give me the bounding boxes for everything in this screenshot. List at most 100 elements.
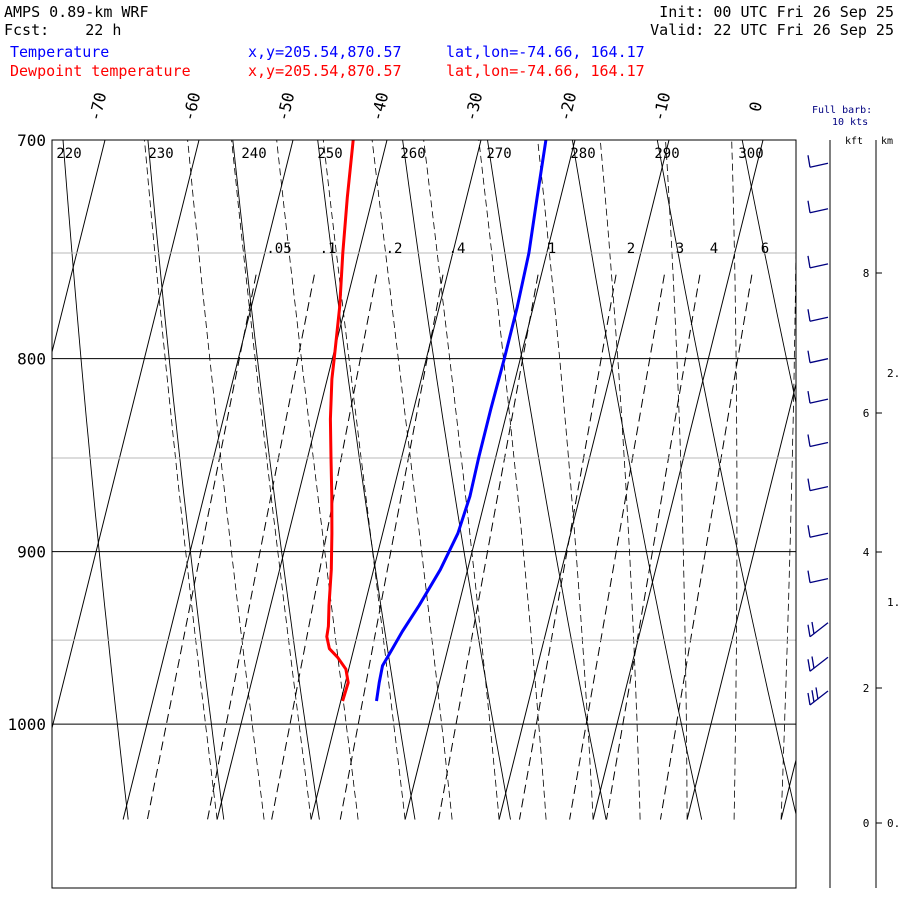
- barb-staff: [809, 398, 829, 404]
- mixing-ratio-line: [518, 274, 617, 820]
- theta-label: 240: [241, 146, 266, 162]
- moist-adiabat: [187, 140, 265, 820]
- init-time: Init: 00 UTC Fri 26 Sep 25: [659, 3, 894, 21]
- temperature-tick-label: -50: [273, 90, 298, 123]
- dry-adiabat: [0, 116, 33, 819]
- barb-staff: [809, 162, 829, 168]
- barb-flag: [807, 155, 811, 168]
- moist-adiabat: [599, 140, 641, 820]
- mixing-ratio-label: .2: [386, 241, 403, 257]
- temperature-tick-label: -60: [179, 90, 204, 123]
- km-label: km: [881, 136, 893, 147]
- temperature-tick-label: -40: [367, 90, 392, 123]
- km-tick-label: 2.: [887, 367, 900, 380]
- legend-dewpoint-latlon: lat,lon=-74.66, 164.17: [446, 62, 645, 80]
- moist-adiabat: [780, 208, 796, 820]
- mixing-ratio-line: [207, 274, 315, 820]
- wind-barb: [807, 525, 829, 538]
- temperature-tick-label: 0: [745, 100, 766, 114]
- dry-adiabat: [62, 140, 129, 820]
- legend-dewpoint-xy: x,y=205.54,870.57: [248, 62, 402, 80]
- mixing-ratio-label: .05: [266, 241, 291, 257]
- barb-staff: [809, 622, 829, 638]
- model-title: AMPS 0.89-km WRF: [4, 3, 149, 21]
- wind-barb: [807, 478, 829, 492]
- mixing-ratio-label: 1: [548, 241, 556, 257]
- mixing-ratio-line: [271, 274, 378, 820]
- moist-adiabat: [231, 140, 312, 820]
- barb-flag: [807, 478, 811, 491]
- barb-legend-line2: 10 kts: [832, 117, 868, 128]
- profiles: [325, 140, 548, 702]
- temperature-tick-label: -30: [461, 90, 486, 123]
- moist-adiabat: [322, 140, 406, 820]
- dry-adiabat: [822, 116, 900, 819]
- mixing-ratio-label: 4: [710, 241, 718, 257]
- barb-legend-line1: Full barb:: [812, 105, 872, 116]
- mixing-ratio-line: [438, 274, 539, 820]
- dewpoint-profile: [325, 140, 355, 702]
- barb-staff: [809, 656, 829, 672]
- moist-adiabat: [371, 140, 453, 820]
- wind-barb: [807, 434, 829, 448]
- background-labels: 220 230 240 250 260 270 280 290 300 .05 .1 .2 .4 1 2 3 4…: [56, 146, 769, 257]
- kft-tick-label: 4: [863, 546, 870, 559]
- kft-tick-label: 6: [863, 407, 870, 420]
- background-lines: [0, 116, 900, 820]
- temperature-tick-label: -10: [649, 90, 674, 123]
- wind-barb: [807, 309, 829, 322]
- barb-staff: [809, 578, 829, 584]
- theta-label: 280: [570, 146, 595, 162]
- barb-flag: [807, 659, 811, 672]
- mixing-ratio-label: .4: [449, 241, 466, 257]
- isotherm: [498, 140, 670, 820]
- plot-frame: [51, 139, 797, 889]
- barb-flag: [807, 350, 811, 363]
- theta-label: 290: [654, 146, 679, 162]
- valid-time: Valid: 22 UTC Fri 26 Sep 25: [650, 21, 894, 39]
- barb-staff: [809, 263, 829, 269]
- barb-staff: [809, 532, 829, 538]
- temperature-tick-label: -70: [85, 90, 110, 123]
- wind-barb: [807, 391, 829, 404]
- wind-barb: [807, 255, 829, 269]
- theta-label: 300: [738, 146, 763, 162]
- kft-tick-label: 2: [863, 682, 870, 695]
- mixing-ratio-label: 2: [627, 241, 635, 257]
- axis-labels: 700 800 900 1000 -70 -60 -50 -40 -30 -20 -10 0: [7, 90, 766, 734]
- pressure-tick-label: 900: [17, 543, 46, 562]
- kft-tick-label: 0: [863, 817, 870, 830]
- barb-flag: [807, 570, 811, 583]
- mixing-ratio-line: [339, 274, 444, 820]
- barb-staff: [809, 208, 829, 214]
- dry-adiabat: [741, 140, 796, 405]
- barb-staff: [809, 485, 829, 492]
- theta-label: 260: [400, 146, 425, 162]
- dry-adiabat: [402, 140, 511, 820]
- theta-label: 250: [317, 146, 342, 162]
- height-axis: 0 2 4 6 8 0. 1. 2.: [829, 140, 900, 888]
- legend-dewpoint-label: Dewpoint temperature: [10, 62, 191, 80]
- legend-temperature-latlon: lat,lon=-74.66, 164.17: [446, 43, 645, 61]
- kft-label: kft: [845, 136, 863, 147]
- pressure-tick-label: 700: [17, 131, 46, 150]
- pressure-tick-label: 1000: [7, 715, 46, 734]
- kft-tick-label: 8: [863, 267, 870, 280]
- pressure-grid: [52, 139, 796, 725]
- theta-label: 270: [486, 146, 511, 162]
- moist-adiabat: [875, 116, 900, 819]
- moist-adiabat: [276, 140, 359, 820]
- barb-flag: [811, 621, 815, 635]
- wind-barbs: [807, 155, 829, 706]
- mixing-ratio-label: .1: [320, 241, 337, 257]
- barb-flag: [807, 525, 811, 538]
- wind-barb: [807, 570, 829, 584]
- mixing-ratio-label: 3: [676, 241, 684, 257]
- wind-barb: [807, 656, 829, 672]
- wind-barb: [807, 155, 829, 168]
- barb-flag: [807, 391, 811, 404]
- moist-adiabat: [478, 140, 547, 820]
- isotherm: [875, 140, 900, 820]
- isotherm: [780, 757, 796, 820]
